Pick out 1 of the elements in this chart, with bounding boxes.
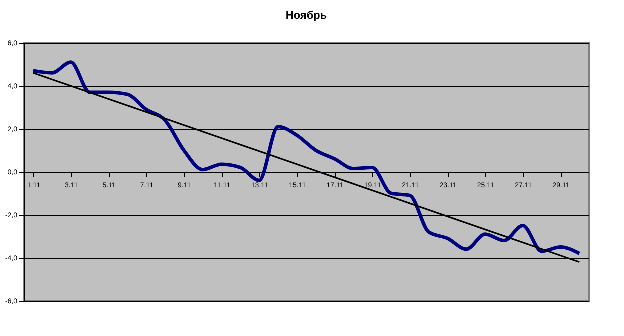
chart-title: Ноябрь [286, 10, 328, 22]
